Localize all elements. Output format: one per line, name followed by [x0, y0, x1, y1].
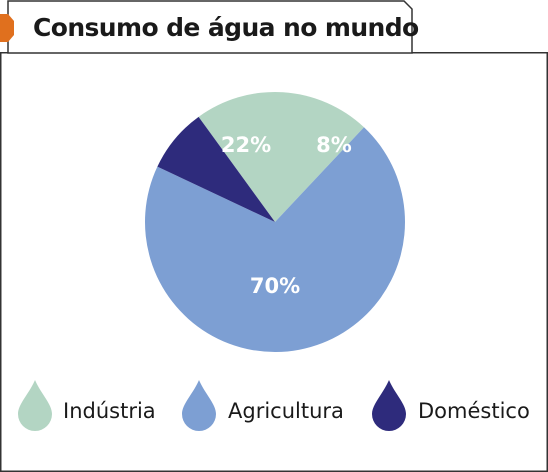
title-accent-notch: [8, 14, 14, 42]
slice-label: 22%: [221, 133, 271, 157]
slice-label: 8%: [316, 133, 352, 157]
slice-label: 70%: [250, 274, 300, 298]
legend-item: Indústria: [18, 380, 156, 431]
legend-item: Doméstico: [372, 380, 530, 431]
title-tab: [7, 0, 413, 54]
legend-item: Agricultura: [182, 380, 344, 431]
water-drop-icon: [182, 380, 216, 431]
chart-title: Consumo de água no mundo: [33, 13, 419, 42]
legend-label: Indústria: [63, 399, 156, 423]
title-accent-bar: [0, 14, 8, 42]
legend-label: Doméstico: [418, 399, 530, 423]
pie-slice-agricultura: [145, 127, 405, 353]
legend-label: Agricultura: [228, 399, 344, 423]
pie-slice-industria: [198, 92, 364, 222]
pie-slice-domestico: [157, 116, 275, 222]
pie-chart: 22% 70% 8%: [145, 92, 405, 353]
legend: Indústria Agricultura Doméstico: [18, 380, 530, 431]
water-drop-icon: [18, 380, 52, 431]
water-drop-icon: [372, 380, 406, 431]
